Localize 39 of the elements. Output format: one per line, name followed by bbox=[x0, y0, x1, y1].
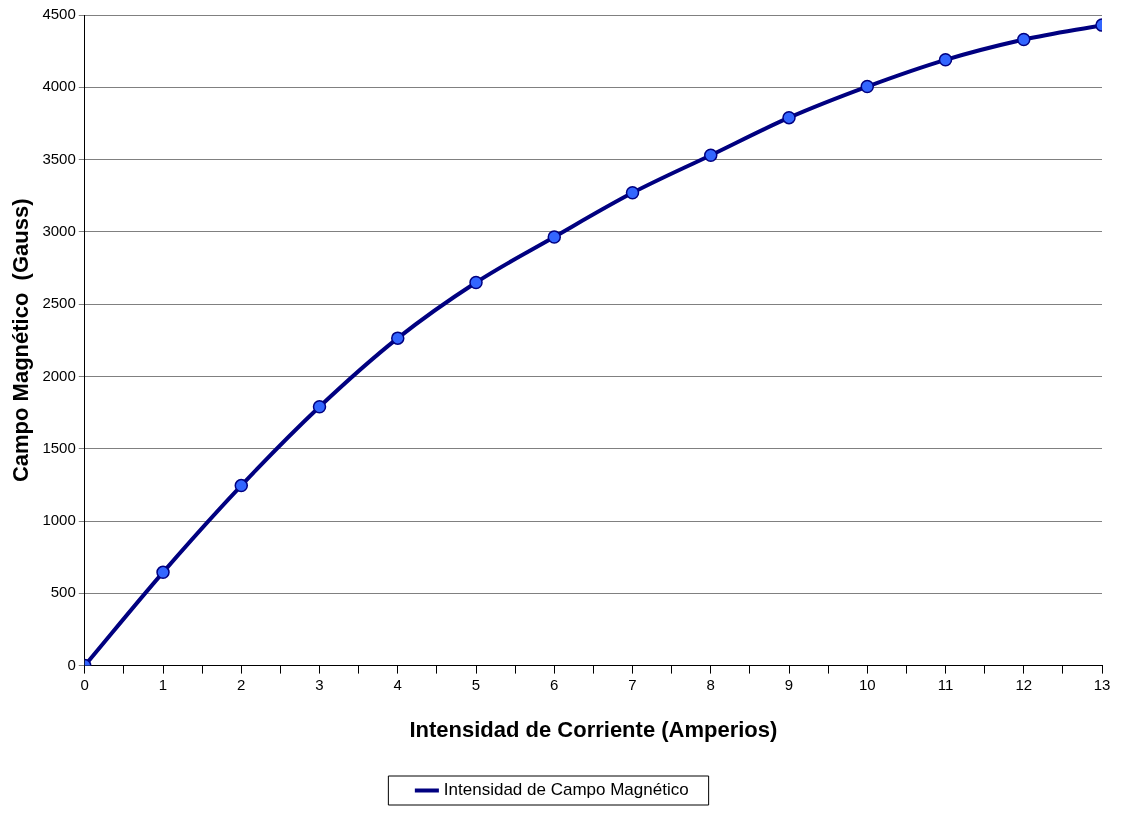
legend-label: Intensidad de Campo Magnético bbox=[443, 780, 689, 800]
y-tick-label: 500 bbox=[50, 583, 76, 601]
point bbox=[625, 186, 640, 200]
point bbox=[938, 53, 953, 67]
y-axis-title: Campo Magnético (Gauss) bbox=[8, 198, 34, 483]
x-tick-label: 7 bbox=[628, 675, 637, 693]
y-tick-label: 1500 bbox=[42, 438, 76, 456]
x-tick-label: 1 bbox=[158, 675, 168, 693]
y-tick-label: 4000 bbox=[42, 77, 76, 95]
y-tick-label: 4500 bbox=[42, 5, 76, 23]
x-tick-label: 8 bbox=[706, 675, 715, 693]
point bbox=[1017, 32, 1031, 47]
point bbox=[391, 331, 405, 345]
point bbox=[469, 275, 483, 290]
point bbox=[782, 110, 796, 125]
point bbox=[547, 230, 562, 244]
x-tick-label: 5 bbox=[471, 675, 481, 693]
point bbox=[312, 400, 327, 414]
x-tick-label: 6 bbox=[550, 675, 559, 693]
x-tick-label: 13 bbox=[1093, 675, 1111, 693]
x-tick-label: 10 bbox=[858, 675, 876, 693]
y-tick-label: 2500 bbox=[42, 294, 76, 312]
x-axis-title: Intensidad de Corriente (Amperios) bbox=[409, 716, 778, 742]
point bbox=[860, 79, 874, 94]
y-tick-label: 1000 bbox=[42, 511, 76, 529]
y-tick-label: 3500 bbox=[42, 149, 76, 167]
x-tick-label: 9 bbox=[784, 675, 794, 693]
x-tick-label: 2 bbox=[237, 675, 246, 693]
point bbox=[704, 148, 718, 162]
point bbox=[156, 565, 170, 580]
point bbox=[234, 478, 249, 493]
x-tick-label: 0 bbox=[80, 675, 89, 693]
y-tick-label: 0 bbox=[67, 655, 76, 673]
x-tick-label: 12 bbox=[1015, 675, 1033, 693]
y-tick-label: 2000 bbox=[42, 366, 76, 384]
x-tick-label: 11 bbox=[937, 675, 954, 693]
y-tick-label: 3000 bbox=[42, 222, 76, 240]
x-tick-label: 3 bbox=[315, 675, 324, 693]
x-tick-label: 4 bbox=[393, 675, 402, 693]
